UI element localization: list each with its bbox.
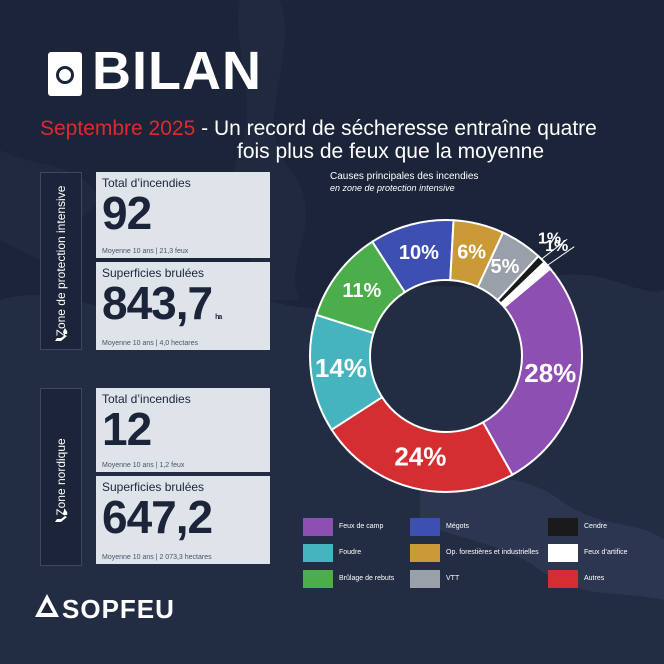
- brand-name: SOPFEU: [62, 594, 175, 624]
- hand-fire-icon: [55, 328, 68, 341]
- legend-swatch: [410, 570, 440, 588]
- subtitle-line-1: - Un record de sécheresse entraîne quatr…: [195, 117, 597, 140]
- stat-card-area-nordique: Superficies brulées 647,2 Moyenne 10 ans…: [96, 476, 270, 564]
- stat-average: Moyenne 10 ans | 1,2 feux: [102, 462, 185, 469]
- stat-value: 647,2: [102, 491, 213, 543]
- legend-swatch: [303, 544, 333, 562]
- legend-swatch: [410, 518, 440, 536]
- legend-label: Cendre: [584, 523, 607, 530]
- stat-label: Superficies brulées: [102, 480, 205, 494]
- page-subtitle: Septembre 2025 - Un record de sécheresse…: [40, 117, 650, 163]
- stat-unit: ha: [215, 314, 222, 321]
- legend-swatch: [303, 518, 333, 536]
- zone-label-intensive: Zone de protection intensive: [40, 172, 82, 350]
- legend-label: Brûlage de rebuts: [339, 575, 395, 582]
- stat-label: Total d’incendies: [102, 176, 191, 190]
- chart-title: Causes principales des incendies: [330, 171, 479, 182]
- stat-card-fires-nordique: Total d’incendies 12 Moyenne 10 ans | 1,…: [96, 388, 270, 472]
- stat-value: 843,7: [102, 277, 213, 329]
- legend-swatch: [410, 544, 440, 562]
- bilan-logo-icon: [48, 52, 82, 96]
- legend-label: Foudre: [339, 549, 362, 556]
- legend-label: Mégots: [446, 523, 469, 530]
- hand-fire-icon: [55, 509, 68, 522]
- stat-value: 12: [102, 403, 152, 455]
- stat-average: Moyenne 10 ans | 4,0 hectares: [102, 340, 198, 347]
- subtitle-date: Septembre 2025: [40, 117, 196, 140]
- zone-label-text: Zone nordique: [54, 438, 68, 516]
- stat-label: Total d’incendies: [102, 392, 191, 406]
- legend-label: Feux d’artifice: [584, 549, 628, 556]
- page-title: BILAN: [92, 41, 262, 101]
- stat-average: Moyenne 10 ans | 21,3 feux: [102, 248, 189, 255]
- stat-average: Moyenne 10 ans | 2 073,3 hectares: [102, 554, 212, 561]
- stat-label: Superficies brulées: [102, 266, 205, 280]
- stat-card-fires-intensive: Total d’incendies 92 Moyenne 10 ans | 21…: [96, 172, 270, 258]
- sopfeu-logo-icon: [35, 594, 59, 617]
- legend-label: Autres: [584, 575, 605, 582]
- legend-label: Feux de camp: [339, 523, 384, 530]
- legend-label: Op. forestières et industrielles: [446, 549, 539, 556]
- subtitle-line-2: fois plus de feux que la moyenne: [237, 140, 545, 163]
- legend-label: VTT: [446, 575, 460, 582]
- legend-swatch: [548, 570, 578, 588]
- stat-value: 92: [102, 187, 152, 239]
- legend-swatch: [303, 570, 333, 588]
- legend-swatch: [548, 518, 578, 536]
- chart-subtitle: en zone de protection intensive: [330, 183, 455, 193]
- zone-label-nordique: Zone nordique: [40, 388, 82, 566]
- stat-card-area-intensive: Superficies brulées 843,7 ha Moyenne 10 a…: [96, 262, 270, 350]
- zone-label-text: Zone de protection intensive: [54, 185, 68, 337]
- legend-swatch: [548, 544, 578, 562]
